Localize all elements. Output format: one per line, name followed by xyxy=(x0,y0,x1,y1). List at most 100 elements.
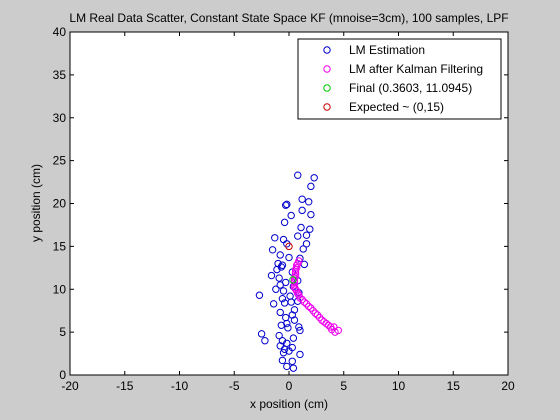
data-point xyxy=(279,349,288,357)
legend-entries: LM Estimation LM after Kalman Filtering Fi… xyxy=(323,43,483,114)
data-point xyxy=(307,182,315,191)
data-point xyxy=(302,300,311,308)
chart-title: LM Real Data Scatter, Constant State Spa… xyxy=(69,11,508,25)
data-point xyxy=(272,285,280,293)
x-tick-label: 15 xyxy=(447,379,461,393)
data-point xyxy=(288,357,296,365)
data-point xyxy=(315,313,324,322)
data-point xyxy=(283,240,291,248)
data-point xyxy=(296,350,304,359)
legend-marker xyxy=(323,103,331,111)
data-point xyxy=(291,270,300,278)
legend-label: Final (0.3603, 11.0945) xyxy=(349,81,472,95)
data-point xyxy=(275,274,283,282)
data-point xyxy=(261,337,269,345)
data-point xyxy=(331,328,339,336)
data-point xyxy=(289,364,298,372)
data-point xyxy=(307,304,315,312)
data-point xyxy=(292,261,301,269)
data-point xyxy=(267,271,276,280)
data-point xyxy=(275,331,283,340)
data-point xyxy=(298,295,306,304)
data-point xyxy=(282,201,290,209)
data-point xyxy=(294,289,302,298)
data-point xyxy=(273,265,281,274)
data-point xyxy=(306,225,314,233)
x-tick-label: 10 xyxy=(392,379,406,393)
y-axis-label: y position (cm) xyxy=(29,164,43,242)
data-point xyxy=(296,294,304,302)
data-point xyxy=(268,246,277,254)
x-tick-label: -5 xyxy=(229,379,240,393)
data-point xyxy=(296,326,304,335)
data-point xyxy=(305,302,313,311)
data-point xyxy=(302,231,311,239)
data-point xyxy=(279,287,288,295)
data-point xyxy=(291,285,300,293)
data-point xyxy=(299,245,307,253)
x-tick-label: -10 xyxy=(171,379,189,393)
legend-marker xyxy=(323,84,331,92)
data-point xyxy=(280,345,289,353)
data-point xyxy=(290,316,299,324)
data-point xyxy=(307,210,315,219)
data-point xyxy=(310,174,318,182)
data-point xyxy=(283,362,291,371)
x-tick-label: -20 xyxy=(61,379,79,393)
data-point xyxy=(300,298,309,306)
data-point xyxy=(305,198,313,206)
legend-label: LM Estimation xyxy=(349,43,425,57)
x-tick-label: -15 xyxy=(116,379,134,393)
legend-label: Expected ~ (0,15) xyxy=(349,100,444,114)
y-tick-label: 15 xyxy=(53,239,67,253)
data-point xyxy=(284,324,292,332)
data-point xyxy=(311,309,319,317)
x-axis-ticks: -20 -15 -10 -5 0 5 10 15 20 xyxy=(61,32,515,393)
data-point xyxy=(298,206,306,215)
data-point xyxy=(294,232,302,240)
y-tick-label: 25 xyxy=(53,154,67,168)
x-tick-label: 20 xyxy=(501,379,515,393)
data-point xyxy=(255,291,264,299)
legend-marker xyxy=(323,65,331,73)
data-point xyxy=(276,251,284,259)
legend: LM Estimation LM after Kalman Filtering Fi… xyxy=(297,38,502,120)
data-point xyxy=(295,323,303,331)
data-point xyxy=(298,195,306,203)
y-tick-label: 0 xyxy=(59,368,66,382)
y-tick-label: 5 xyxy=(59,325,66,339)
series-2 xyxy=(289,276,297,284)
x-tick-label: 5 xyxy=(340,379,347,393)
data-point xyxy=(280,299,289,307)
data-point xyxy=(276,308,284,317)
y-tick-label: 35 xyxy=(53,68,67,82)
data-point xyxy=(278,294,287,303)
data-point xyxy=(269,300,278,308)
y-tick-label: 10 xyxy=(53,282,67,296)
data-point xyxy=(313,311,322,319)
axes-frame xyxy=(69,31,509,376)
data-point xyxy=(294,171,302,179)
series-1 xyxy=(290,257,342,336)
legend-marker xyxy=(323,46,331,54)
y-tick-label: 30 xyxy=(53,111,67,125)
data-point xyxy=(302,240,311,248)
data-point xyxy=(271,234,279,242)
data-point xyxy=(285,347,293,355)
data-point xyxy=(283,319,291,328)
data-point xyxy=(287,211,295,220)
y-tick-label: 40 xyxy=(53,25,67,39)
x-axis-label: x position (cm) xyxy=(250,397,328,411)
data-point xyxy=(309,306,317,315)
legend-label: LM after Kalman Filtering xyxy=(349,62,483,76)
data-point xyxy=(285,253,293,262)
legend-box xyxy=(297,38,502,120)
scatter-points xyxy=(255,171,342,372)
data-point xyxy=(285,242,293,251)
series-3 xyxy=(285,242,293,251)
data-point xyxy=(276,281,284,289)
data-point xyxy=(277,321,286,329)
data-point xyxy=(257,330,266,338)
data-point xyxy=(289,276,297,284)
